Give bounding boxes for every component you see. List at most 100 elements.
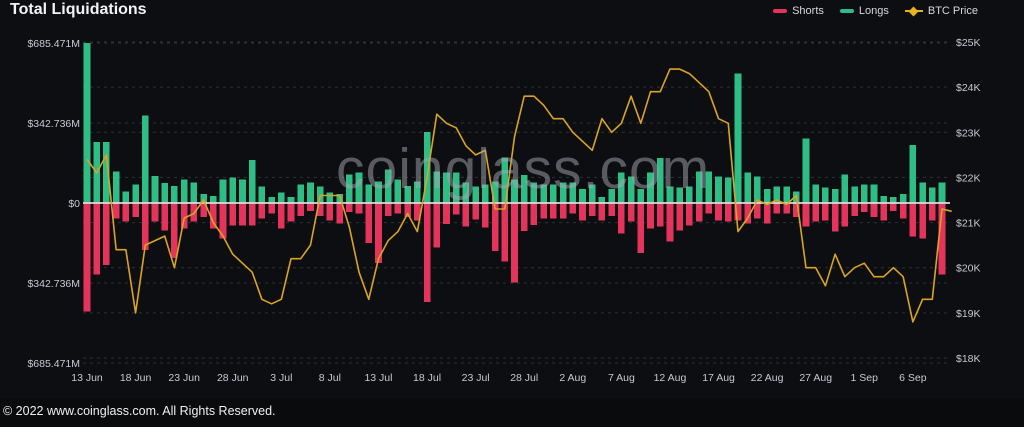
short-bar[interactable] [258, 203, 266, 219]
short-bar[interactable] [520, 203, 528, 232]
long-bar[interactable] [122, 191, 130, 203]
short-bar[interactable] [394, 203, 402, 214]
long-bar[interactable] [268, 197, 275, 203]
short-bar[interactable] [637, 203, 645, 253]
long-bar[interactable] [899, 194, 907, 203]
long-bar[interactable] [579, 189, 586, 203]
btc-price-line[interactable] [86, 68, 952, 323]
short-bar[interactable] [278, 203, 285, 229]
legend-item-shorts[interactable]: Shorts [773, 5, 824, 17]
long-bar[interactable] [550, 184, 557, 203]
short-bar[interactable] [899, 203, 907, 219]
short-bar[interactable] [822, 203, 829, 221]
short-bar[interactable] [122, 203, 130, 222]
long-bar[interactable] [210, 195, 217, 203]
short-bar[interactable] [365, 203, 373, 244]
long-bar[interactable] [802, 138, 810, 203]
short-bar[interactable] [501, 203, 509, 262]
short-bar[interactable] [724, 203, 732, 222]
short-bar[interactable] [316, 203, 324, 216]
long-bar[interactable] [278, 192, 285, 203]
long-bar[interactable] [656, 157, 664, 203]
short-bar[interactable] [656, 203, 664, 227]
long-bar[interactable] [141, 115, 149, 203]
short-bar[interactable] [550, 203, 557, 219]
long-bar[interactable] [180, 179, 188, 203]
short-bar[interactable] [346, 203, 353, 212]
long-bar[interactable] [287, 197, 295, 203]
long-bar[interactable] [472, 186, 479, 203]
short-bar[interactable] [773, 203, 781, 214]
long-bar[interactable] [831, 189, 839, 203]
short-bar[interactable] [112, 203, 120, 219]
long-bar[interactable] [928, 187, 936, 203]
short-bar[interactable] [472, 203, 479, 220]
long-bar[interactable] [200, 194, 207, 203]
long-bar[interactable] [851, 186, 858, 203]
short-bar[interactable] [326, 203, 334, 221]
long-bar[interactable] [763, 189, 771, 203]
short-bar[interactable] [618, 203, 625, 234]
long-bar[interactable] [297, 184, 305, 203]
short-bar[interactable] [647, 203, 654, 229]
short-bar[interactable] [355, 203, 363, 214]
short-bar[interactable] [579, 203, 586, 221]
long-bar[interactable] [812, 184, 819, 203]
long-bar[interactable] [375, 181, 382, 203]
long-bar[interactable] [841, 174, 849, 203]
short-bar[interactable] [511, 203, 518, 283]
short-bar[interactable] [462, 203, 470, 227]
long-bar[interactable] [919, 182, 926, 203]
short-bar[interactable] [93, 203, 101, 275]
long-bar[interactable] [258, 186, 266, 203]
short-bar[interactable] [802, 203, 810, 227]
short-bar[interactable] [569, 203, 577, 214]
long-bar[interactable] [404, 186, 411, 203]
short-bar[interactable] [375, 203, 382, 263]
long-bar[interactable] [414, 181, 421, 203]
short-bar[interactable] [287, 203, 295, 222]
short-bar[interactable] [297, 203, 305, 216]
long-bar[interactable] [783, 186, 790, 203]
long-bar[interactable] [355, 172, 363, 203]
short-bar[interactable] [598, 203, 606, 221]
short-bar[interactable] [443, 203, 450, 225]
long-bar[interactable] [112, 171, 120, 203]
short-bar[interactable] [414, 203, 421, 221]
short-bar[interactable] [783, 203, 790, 214]
short-bar[interactable] [851, 203, 858, 216]
short-bar[interactable] [141, 203, 149, 250]
short-bar[interactable] [870, 203, 878, 217]
short-bar[interactable] [763, 203, 771, 224]
long-bar[interactable] [695, 171, 703, 203]
long-bar[interactable] [307, 182, 314, 203]
long-bar[interactable] [598, 197, 606, 203]
short-bar[interactable] [219, 203, 227, 239]
long-bar[interactable] [686, 186, 693, 203]
long-bar[interactable] [491, 181, 499, 203]
short-bar[interactable] [482, 203, 489, 228]
short-bar[interactable] [171, 203, 178, 259]
long-bar[interactable] [103, 142, 110, 203]
long-bar[interactable] [880, 195, 888, 203]
long-bar[interactable] [482, 184, 489, 203]
long-bar[interactable] [384, 169, 392, 203]
long-bar[interactable] [151, 176, 159, 203]
long-bar[interactable] [511, 179, 518, 203]
short-bar[interactable] [229, 203, 237, 226]
long-bar[interactable] [637, 189, 645, 203]
long-bar[interactable] [365, 184, 373, 203]
long-bar[interactable] [569, 182, 577, 203]
long-bar[interactable] [161, 183, 169, 203]
long-bar[interactable] [501, 157, 509, 203]
short-bar[interactable] [666, 203, 674, 242]
short-bar[interactable] [831, 203, 839, 232]
short-bar[interactable] [792, 203, 800, 217]
long-bar[interactable] [860, 184, 868, 203]
short-bar[interactable] [83, 203, 91, 312]
long-bar[interactable] [744, 172, 751, 203]
short-bar[interactable] [423, 203, 431, 303]
long-bar[interactable] [734, 73, 742, 203]
short-bar[interactable] [540, 203, 547, 219]
short-bar[interactable] [336, 203, 343, 224]
